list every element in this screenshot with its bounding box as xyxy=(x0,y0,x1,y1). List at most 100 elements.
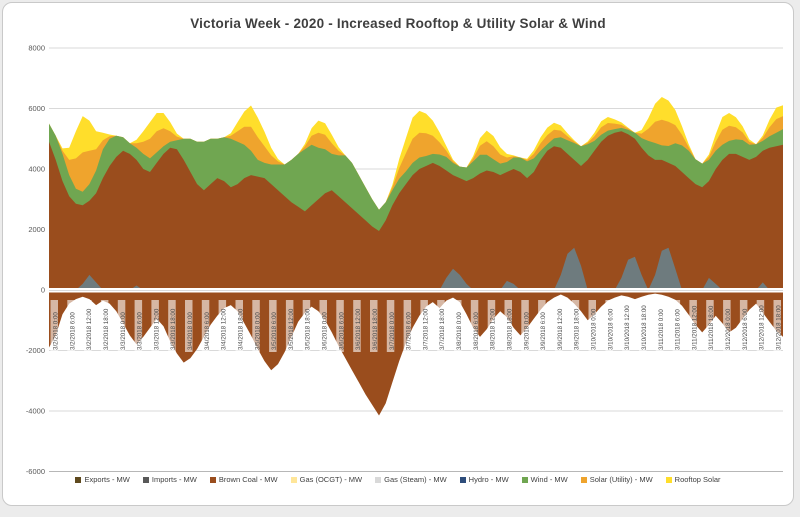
x-axis-tick-label: 3/6/2018 0:00 xyxy=(322,312,329,350)
x-axis-tick-label: 3/4/2018 12:00 xyxy=(221,308,228,350)
x-axis-tick-chip xyxy=(588,300,596,352)
x-axis-tick-chip xyxy=(218,300,227,352)
legend-marker xyxy=(375,476,382,483)
legend-item: Imports - MW xyxy=(142,475,197,484)
x-axis-tick-label: 3/8/2018 12:00 xyxy=(490,308,497,350)
x-axis-tick-chip xyxy=(185,300,193,352)
x-axis-tick-label: 3/4/2018 0:00 xyxy=(187,312,194,350)
x-axis-tick-chip xyxy=(370,300,378,352)
x-axis-tick-chip xyxy=(639,300,647,352)
x-axis-tick-chip xyxy=(487,300,496,352)
legend-label: Gas (OCGT) - MW xyxy=(299,475,363,484)
x-axis-tick: 3/9/2018 12:00 xyxy=(554,300,564,352)
x-axis-tick-chip xyxy=(386,300,395,352)
x-axis-tick-chip xyxy=(538,300,546,352)
x-axis-tick-label: 3/11/2018 18:00 xyxy=(708,305,715,350)
x-axis-tick-label: 3/5/2018 0:00 xyxy=(254,312,261,350)
legend-label: Gas (Steam) - MW xyxy=(384,475,447,484)
x-axis-tick-label: 3/3/2018 6:00 xyxy=(137,312,144,350)
x-axis-tick-label: 3/12/2018 18:00 xyxy=(776,305,783,350)
x-axis-tick: 3/2/2018 6:00 xyxy=(67,300,76,352)
x-axis-tick-label: 3/7/2018 18:00 xyxy=(439,308,446,350)
area-imports xyxy=(49,247,783,290)
x-axis-tick: 3/7/2018 0:00 xyxy=(386,300,396,352)
x-axis-tick-label: 3/2/2018 6:00 xyxy=(69,312,76,350)
x-axis-tick-chip xyxy=(554,300,563,352)
x-axis-tick-label: 3/4/2018 6:00 xyxy=(204,312,211,350)
legend-marker xyxy=(665,476,672,483)
x-axis-tick: 3/12/2018 18:00 xyxy=(773,300,783,352)
x-axis-tick-chip xyxy=(84,300,92,352)
legend-item: Wind - MW xyxy=(521,475,568,484)
x-axis-tick: 3/11/2018 6:00 xyxy=(672,300,682,352)
legend-item: Exports - MW xyxy=(75,475,130,484)
x-axis-tick-chip xyxy=(521,300,529,352)
x-axis-tick-label: 3/2/2018 12:00 xyxy=(86,308,93,350)
x-axis-tick: 3/6/2018 18:00 xyxy=(370,300,379,352)
x-axis-tick: 3/7/2018 18:00 xyxy=(437,300,446,352)
x-axis-tick: 3/4/2018 0:00 xyxy=(185,300,194,352)
x-axis-tick-label: 3/8/2018 18:00 xyxy=(507,308,514,350)
y-axis-tick-label: 6000 xyxy=(28,104,45,113)
x-axis-tick-label: 3/7/2018 12:00 xyxy=(422,308,429,350)
x-axis-tick: 3/12/2018 12:00 xyxy=(756,300,766,352)
x-axis-tick-chip xyxy=(504,300,512,352)
x-axis-tick-chip xyxy=(622,300,630,352)
x-axis-tick: 3/8/2018 12:00 xyxy=(487,300,497,352)
x-axis-tick: 3/2/2018 0:00 xyxy=(50,300,60,352)
x-axis-tick: 3/9/2018 0:00 xyxy=(521,300,530,352)
x-axis-tick-label: 3/3/2018 12:00 xyxy=(153,308,160,350)
x-axis-tick-chip xyxy=(454,300,462,352)
x-axis-tick-label: 3/8/2018 6:00 xyxy=(473,312,480,350)
x-axis-tick-chip xyxy=(235,300,243,352)
legend-item: Solar (Utility) - MW xyxy=(580,475,653,484)
legend-marker xyxy=(521,476,528,483)
x-axis-tick-chip xyxy=(134,300,143,352)
x-axis-tick-chip xyxy=(353,300,361,352)
x-axis-tick-chip xyxy=(168,300,176,352)
x-axis-tick-label: 3/2/2018 18:00 xyxy=(103,308,110,350)
legend-marker xyxy=(459,476,466,483)
x-axis-tick-chip xyxy=(739,300,748,352)
x-axis-tick: 3/11/2018 18:00 xyxy=(706,300,715,352)
x-axis-tick: 3/5/2018 0:00 xyxy=(252,300,261,352)
x-axis-tick: 3/3/2018 0:00 xyxy=(117,300,127,352)
x-axis-tick-label: 3/2/2018 0:00 xyxy=(53,312,60,350)
x-axis-tick-chip xyxy=(252,300,260,352)
legend-item: Rooftop Solar xyxy=(665,475,721,484)
x-axis-tick-chip xyxy=(605,300,613,352)
x-axis-tick-chip xyxy=(756,300,765,352)
y-axis-tick-label: -2000 xyxy=(26,346,45,355)
area-brown-coal xyxy=(49,131,783,290)
x-axis-tick-label: 3/4/2018 18:00 xyxy=(238,308,245,350)
x-axis-tick: 3/7/2018 6:00 xyxy=(403,300,413,352)
chart-legend: Exports - MW Imports - MW Brown Coal - MW G… xyxy=(3,475,793,484)
x-axis-tick-label: 3/12/2018 6:00 xyxy=(742,308,749,350)
x-axis-tick-label: 3/3/2018 18:00 xyxy=(170,308,177,350)
x-axis-tick-label: 3/6/2018 6:00 xyxy=(338,312,345,350)
x-axis-tick-label: 3/12/2018 0:00 xyxy=(725,308,732,350)
legend-item: Gas (Steam) - MW xyxy=(375,475,447,484)
legend-marker xyxy=(209,476,216,483)
x-axis-tick: 3/8/2018 0:00 xyxy=(454,300,463,352)
legend-marker xyxy=(580,476,587,483)
x-axis-tick-chip xyxy=(437,300,445,352)
y-axis-tick-label: 2000 xyxy=(28,225,45,234)
x-axis-tick: 3/5/2018 18:00 xyxy=(302,300,312,352)
x-axis-tick-chip xyxy=(100,300,109,352)
x-axis-tick-label: 3/9/2018 6:00 xyxy=(540,312,547,350)
x-axis-tick: 3/8/2018 6:00 xyxy=(470,300,480,352)
x-axis-tick-label: 3/11/2018 0:00 xyxy=(658,309,665,350)
x-axis-tick-chip xyxy=(571,300,580,352)
x-axis-tick-label: 3/9/2018 12:00 xyxy=(557,308,564,350)
x-axis-tick: 3/2/2018 18:00 xyxy=(100,300,110,352)
x-axis-tick: 3/6/2018 6:00 xyxy=(336,300,345,352)
legend-item: Gas (OCGT) - MW xyxy=(290,475,363,484)
x-axis-tick: 3/10/2018 12:00 xyxy=(622,300,631,352)
x-axis-tick-label: 3/7/2018 6:00 xyxy=(406,312,413,350)
x-axis-tick: 3/8/2018 18:00 xyxy=(504,300,514,352)
x-axis-tick-label: 3/7/2018 0:00 xyxy=(389,312,396,350)
legend-label: Wind - MW xyxy=(530,475,568,484)
x-axis-tick-chip xyxy=(655,300,664,352)
x-axis-tick-chip xyxy=(420,300,428,352)
